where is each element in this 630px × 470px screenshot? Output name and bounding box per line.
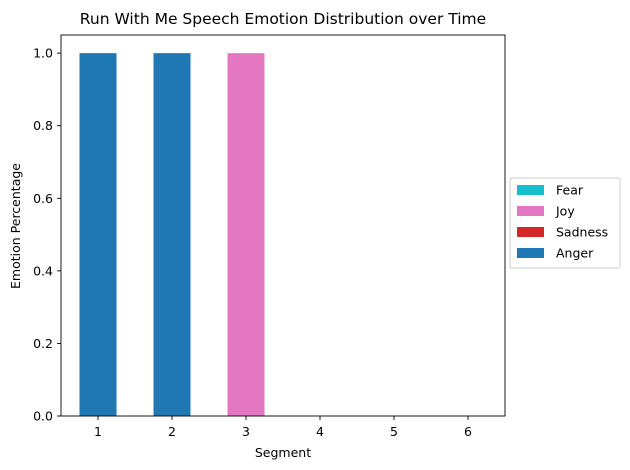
chart-title: Run With Me Speech Emotion Distribution … (80, 10, 486, 28)
bar-joy-segment-3 (227, 53, 265, 417)
x-axis-label: Segment (255, 445, 311, 460)
x-tick-label: 5 (390, 424, 398, 439)
bars-group (79, 53, 265, 417)
y-tick-label: 0.6 (33, 191, 53, 206)
legend-frame (509, 177, 621, 269)
legend: Fear Joy Sadness Anger (509, 177, 621, 269)
legend-swatch-anger (517, 248, 544, 258)
x-tick-label: 4 (316, 424, 324, 439)
y-tick-label: 0.2 (33, 336, 53, 351)
legend-label-sadness: Sadness (556, 225, 608, 240)
legend-swatch-sadness (517, 227, 544, 237)
x-tick-label: 6 (464, 424, 472, 439)
legend-swatch-joy (517, 206, 544, 216)
y-axis-ticks: 0.0 0.2 0.4 0.6 0.8 1.0 (33, 46, 61, 424)
bar-anger-segment-2 (153, 53, 191, 417)
y-tick-label: 0.4 (33, 263, 53, 278)
plot-frame (60, 34, 506, 417)
x-tick-label: 2 (168, 424, 176, 439)
legend-label-anger: Anger (556, 246, 594, 261)
y-tick-label: 1.0 (33, 46, 53, 61)
legend-label-joy: Joy (555, 204, 575, 219)
x-tick-label: 3 (242, 424, 250, 439)
y-axis-label: Emotion Percentage (8, 163, 23, 289)
legend-swatch-fear (517, 185, 544, 195)
y-tick-label: 0.8 (33, 118, 53, 133)
y-tick-label: 0.0 (33, 409, 53, 424)
x-axis-ticks: 1 2 3 4 5 6 (94, 416, 472, 439)
bar-anger-segment-1 (79, 53, 117, 417)
x-tick-label: 1 (94, 424, 102, 439)
legend-label-fear: Fear (556, 183, 584, 198)
